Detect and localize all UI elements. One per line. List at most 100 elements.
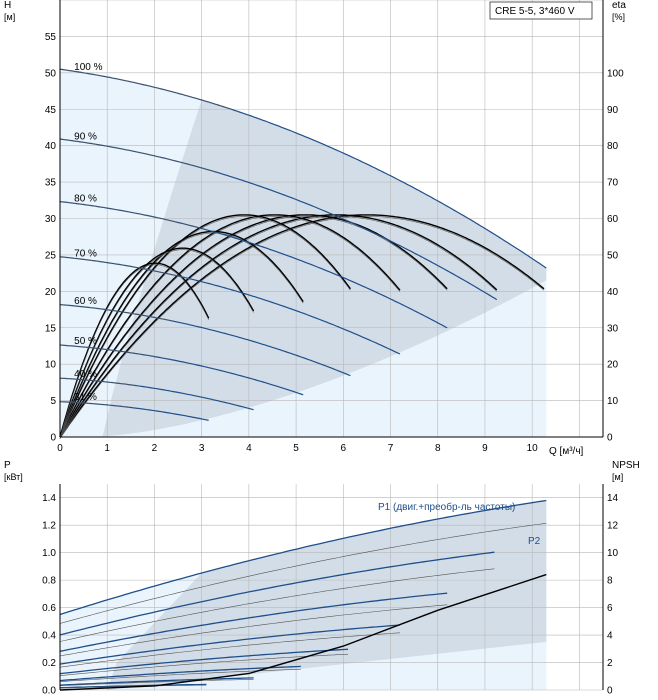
head-curve-thin-segment	[59, 201, 202, 229]
legend-p2: P2	[528, 536, 541, 547]
y2-axis-title-npsh: NPSH	[612, 460, 640, 471]
operating-range-fills	[60, 69, 547, 437]
npsh-tick-label: 10	[607, 548, 619, 559]
head-grid	[59, 0, 603, 438]
y2-tick-label: 10	[607, 396, 619, 407]
x-tick-label: 2	[152, 443, 158, 454]
head-curve-thin-segment	[59, 138, 219, 173]
chart-title: CRE 5-5, 3*460 V	[495, 6, 575, 17]
head-curve-thin-segment	[59, 68, 233, 110]
p-tick-label: 1.0	[42, 548, 56, 559]
x-axis-title: Q [м³/ч]	[549, 446, 584, 457]
y2-tick-label: 100	[607, 68, 624, 79]
power-axes: 0.0 0.2 0.4 0.6 0.8 1.0 1.2 1.4 0 2 4 6 8 10 12 14	[42, 484, 619, 697]
efficiency-curve-thin	[59, 216, 498, 439]
title-box	[489, 1, 593, 20]
speed-label: 90 %	[74, 131, 97, 142]
efficiency-curve	[59, 214, 351, 438]
head-efficiency-panel: 0510152025303540455055010203040506070809…	[4, 0, 626, 457]
efficiency-curve	[59, 214, 545, 438]
p2-curve	[59, 522, 547, 624]
y2-axis-title-eta: eta	[612, 0, 626, 11]
x-tick-label: 10	[527, 443, 539, 454]
y2-tick-label: 20	[607, 360, 619, 371]
y-tick-label: 20	[45, 287, 57, 298]
x-tick-label: 0	[57, 443, 63, 454]
p1-curve	[59, 665, 301, 682]
y2-tick-label: 0	[607, 433, 613, 444]
npsh-tick-label: 2	[607, 658, 613, 669]
npsh-tick-label: 0	[607, 686, 613, 697]
efficiency-curve	[59, 247, 255, 438]
y-axis-unit-h: [м]	[4, 12, 15, 22]
efficiency-curve-thin	[59, 216, 545, 439]
y2-tick-label: 50	[607, 250, 619, 261]
p-tick-label: 0.0	[42, 686, 56, 697]
efficiency-curve	[59, 262, 210, 438]
speed-label: 50 %	[74, 336, 97, 347]
speed-label: 70 %	[74, 248, 97, 259]
p-tick-label: 0.2	[42, 658, 56, 669]
y2-axis-unit-eta: [%]	[612, 12, 625, 22]
power-grid	[59, 484, 603, 691]
y-tick-label: 30	[45, 214, 57, 225]
y2-tick-label: 70	[607, 178, 619, 189]
efficiency-curves	[59, 214, 545, 439]
x-tick-label: 8	[435, 443, 441, 454]
speed-label: 40 %	[74, 369, 97, 380]
efficiency-curve-thin	[59, 216, 351, 439]
efficiency-curve	[59, 214, 498, 438]
speed-label: 80 %	[74, 194, 97, 205]
y-tick-label: 40	[45, 141, 57, 152]
x-tick-label: 6	[341, 443, 347, 454]
p1-curve	[59, 551, 495, 636]
npsh-tick-label: 6	[607, 603, 613, 614]
p2-curve	[59, 632, 401, 668]
efficiency-curve-thin	[59, 249, 254, 439]
y-tick-label: 35	[45, 178, 57, 189]
head-axes: 0510152025303540455055010203040506070809…	[45, 0, 624, 454]
npsh-tick-label: 4	[607, 631, 613, 642]
y-tick-label: 15	[45, 323, 57, 334]
p1-curve	[59, 499, 547, 616]
p-tick-label: 1.2	[42, 521, 56, 532]
y-axis-title-h: H	[4, 0, 11, 11]
y-tick-label: 5	[50, 396, 56, 407]
y2-axis-unit-npsh: [м]	[612, 472, 623, 482]
x-tick-label: 1	[104, 443, 110, 454]
power-npsh-panel: 0.0 0.2 0.4 0.6 0.8 1.0 1.2 1.4 0 2 4 6 8 10 12 14 P [к…	[4, 460, 640, 697]
efficiency-curve-thin	[59, 232, 304, 439]
p1-curve	[59, 624, 401, 665]
p-tick-label: 0.4	[42, 631, 56, 642]
p-tick-label: 0.6	[42, 603, 56, 614]
efficiency-curve-thin	[59, 216, 448, 439]
speed-labels: 100 % 90 % 80 % 70 % 60 % 50 % 40 % 31 %	[74, 62, 102, 403]
y-axis-title-p: P	[4, 460, 11, 471]
p2-curve	[59, 679, 254, 686]
head-curve-thin-segment	[59, 377, 141, 387]
head-curve-thin-segment	[59, 304, 172, 321]
y-tick-label: 10	[45, 360, 57, 371]
head-curve-thin-segment	[59, 344, 155, 357]
npsh-tick-label: 14	[607, 493, 619, 504]
speed-label: 60 %	[74, 296, 97, 307]
y-tick-label: 45	[45, 105, 57, 116]
efficiency-curve	[59, 230, 304, 438]
x-tick-label: 7	[388, 443, 394, 454]
npsh-curve	[59, 573, 547, 691]
p2-curve	[59, 653, 349, 676]
p-tick-label: 1.4	[42, 493, 56, 504]
x-tick-label: 3	[199, 443, 205, 454]
y-axis-unit-p: [кВт]	[4, 472, 23, 482]
efficiency-curve-thin	[59, 216, 401, 439]
speed-label: 100 %	[74, 62, 102, 73]
head-curve-thin-segment	[59, 256, 188, 279]
p-tick-label: 0.8	[42, 576, 56, 587]
p1-curve	[59, 677, 254, 686]
npsh-tick-label: 12	[607, 521, 619, 532]
power-range-fills	[60, 500, 547, 690]
legend-p1: P1 (двиг.+преобр-ль частоты)	[378, 501, 515, 513]
y-tick-label: 0	[50, 433, 56, 444]
y-tick-label: 55	[45, 32, 57, 43]
